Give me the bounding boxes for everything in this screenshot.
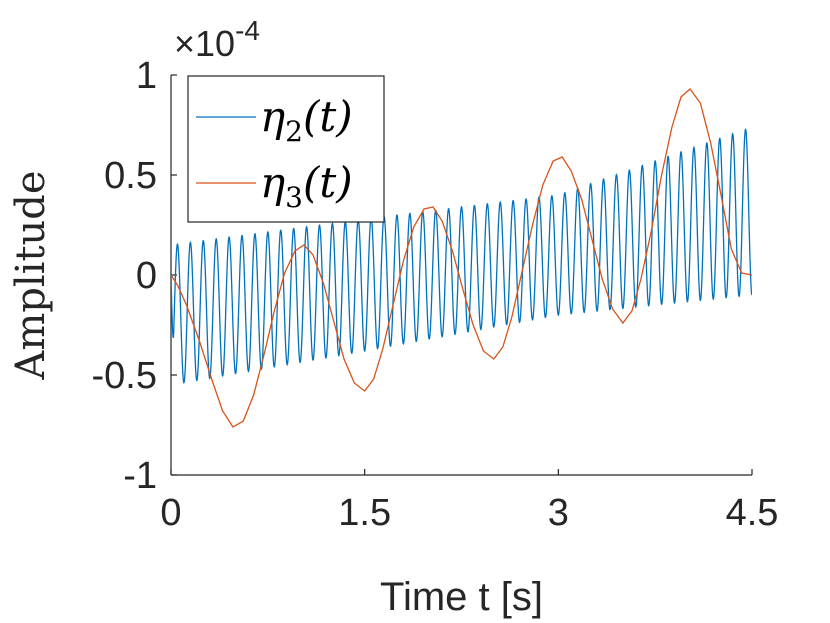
legend-subscript: 2 — [285, 115, 303, 148]
y-tick-label: -0.5 — [92, 355, 157, 397]
x-axis-label: Time t [s] — [380, 575, 543, 619]
y-tick-label: 0.5 — [104, 155, 157, 197]
x-tick-label: 1.5 — [338, 492, 391, 534]
series-line-3 — [171, 88, 752, 428]
exponent-base: ×10 — [174, 23, 235, 64]
x-tick-label: 4.5 — [726, 492, 779, 534]
legend-entry: η2(t) — [260, 92, 353, 148]
axes: 0 1.5 3 4.5 -1 -0.5 0 0.5 1 — [92, 55, 779, 534]
series-line-2 — [171, 128, 752, 384]
legend-entry: η3(t) — [260, 158, 353, 214]
y-exponent-label: ×10-4 — [174, 15, 260, 64]
exponent-power: -4 — [235, 15, 260, 46]
legend-symbol: η — [260, 92, 285, 141]
legend-symbol: η — [260, 158, 285, 207]
legend-argument: (t) — [303, 92, 353, 141]
axis-labels: Time t [s] Amplitude ×10-4 — [8, 15, 543, 619]
legend-box — [187, 75, 385, 223]
x-tick-label: 3 — [548, 492, 569, 534]
legend-argument: (t) — [303, 158, 353, 207]
legend-subscript: 3 — [285, 181, 303, 214]
y-axis-label: Amplitude — [8, 170, 54, 380]
y-tick-label: -1 — [123, 455, 157, 497]
y-tick-label: 1 — [136, 55, 157, 97]
series-group — [171, 88, 752, 428]
legend: η2(t)η3(t) — [187, 75, 385, 223]
x-tick-label: 0 — [160, 492, 181, 534]
y-tick-label: 0 — [136, 255, 157, 297]
